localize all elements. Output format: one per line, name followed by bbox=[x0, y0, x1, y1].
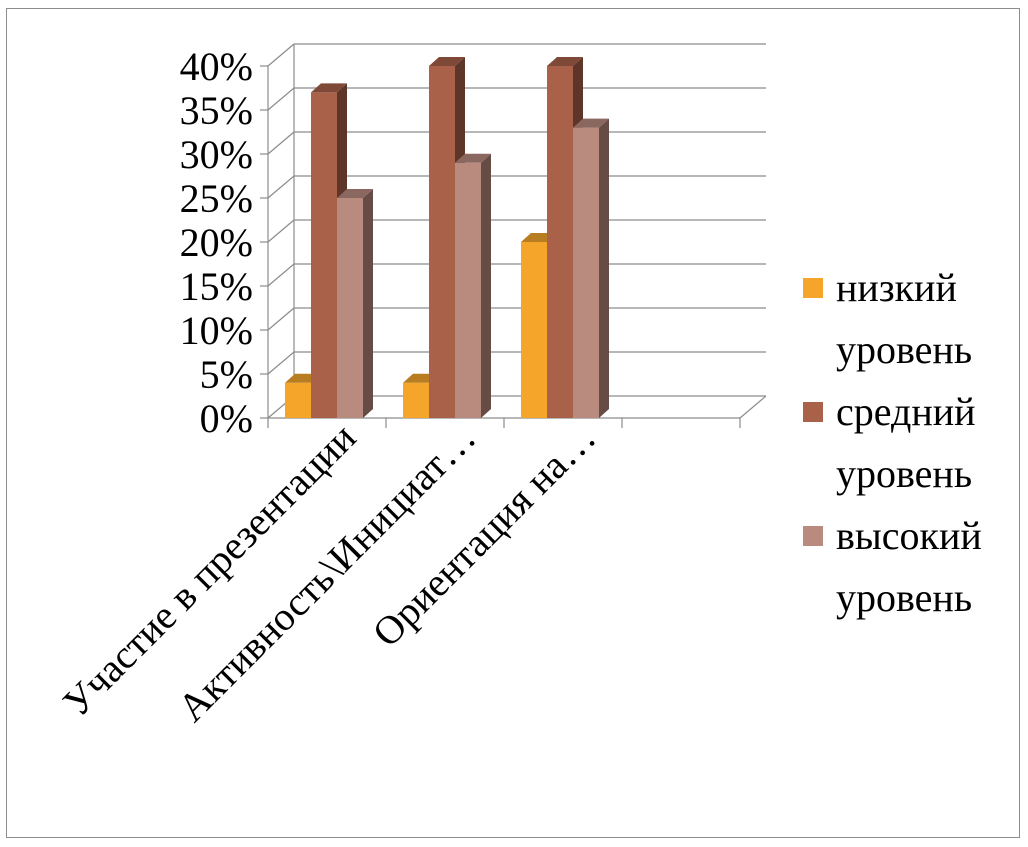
legend-label: высокий уровень bbox=[836, 513, 982, 620]
legend-item: высокий уровень bbox=[803, 513, 982, 620]
legend: низкий уровень средний уровень высокий уровен… bbox=[803, 265, 982, 620]
x-axis-tick-labels: Участие в презентацииАктивность\Инициат…… bbox=[54, 415, 604, 731]
gridline-side bbox=[267, 131, 295, 155]
y-axis-tick-labels: 0%5%10%15%20%25%30%35%40% bbox=[180, 44, 253, 441]
bar-top bbox=[311, 83, 347, 93]
gridline-side bbox=[267, 175, 295, 199]
gridline-side bbox=[267, 43, 295, 67]
gridline-side bbox=[267, 263, 295, 287]
y-tick-label: 35% bbox=[180, 88, 253, 133]
y-tick-label: 10% bbox=[180, 308, 253, 353]
legend-swatch bbox=[803, 526, 823, 546]
bar-front bbox=[337, 198, 363, 418]
chart-frame bbox=[6, 8, 1020, 838]
bar-top bbox=[429, 57, 465, 66]
bar bbox=[455, 153, 491, 419]
bar-top bbox=[455, 153, 491, 163]
legend-item: низкий уровень bbox=[803, 265, 972, 372]
bar-front bbox=[455, 162, 481, 418]
legend-swatch bbox=[803, 278, 823, 298]
bar bbox=[573, 118, 609, 418]
bar-front bbox=[547, 66, 573, 418]
bar-front bbox=[429, 66, 455, 418]
y-tick-label: 5% bbox=[200, 352, 253, 397]
bars bbox=[285, 57, 609, 419]
gridline-side bbox=[267, 307, 295, 331]
gridline-side bbox=[267, 219, 295, 243]
x-tick-label: Ориентация на… bbox=[364, 415, 605, 656]
floor-edge bbox=[739, 395, 767, 419]
bar-top bbox=[337, 189, 373, 198]
y-tick-label: 40% bbox=[180, 44, 253, 89]
bar-front bbox=[521, 242, 547, 418]
y-tick-label: 30% bbox=[180, 132, 253, 177]
bar-side bbox=[599, 118, 609, 418]
bar-top bbox=[547, 57, 583, 66]
legend-item: средний уровень bbox=[803, 389, 976, 496]
bar-side bbox=[363, 189, 373, 418]
legend-label: низкий уровень bbox=[836, 265, 972, 372]
bar-front bbox=[311, 92, 337, 419]
y-tick-label: 15% bbox=[180, 264, 253, 309]
legend-swatch bbox=[803, 402, 823, 422]
gridline-side bbox=[267, 87, 295, 111]
bar-front bbox=[285, 382, 311, 418]
bar-top bbox=[573, 118, 609, 128]
bar-front bbox=[573, 127, 599, 418]
bar-side bbox=[481, 153, 491, 419]
bar bbox=[337, 189, 373, 418]
bar-front bbox=[403, 382, 429, 418]
y-tick-label: 20% bbox=[180, 220, 253, 265]
y-tick-label: 0% bbox=[200, 396, 253, 441]
gridline-side bbox=[267, 351, 295, 375]
legend-label: средний уровень bbox=[836, 389, 976, 496]
y-tick-label: 25% bbox=[180, 176, 253, 221]
